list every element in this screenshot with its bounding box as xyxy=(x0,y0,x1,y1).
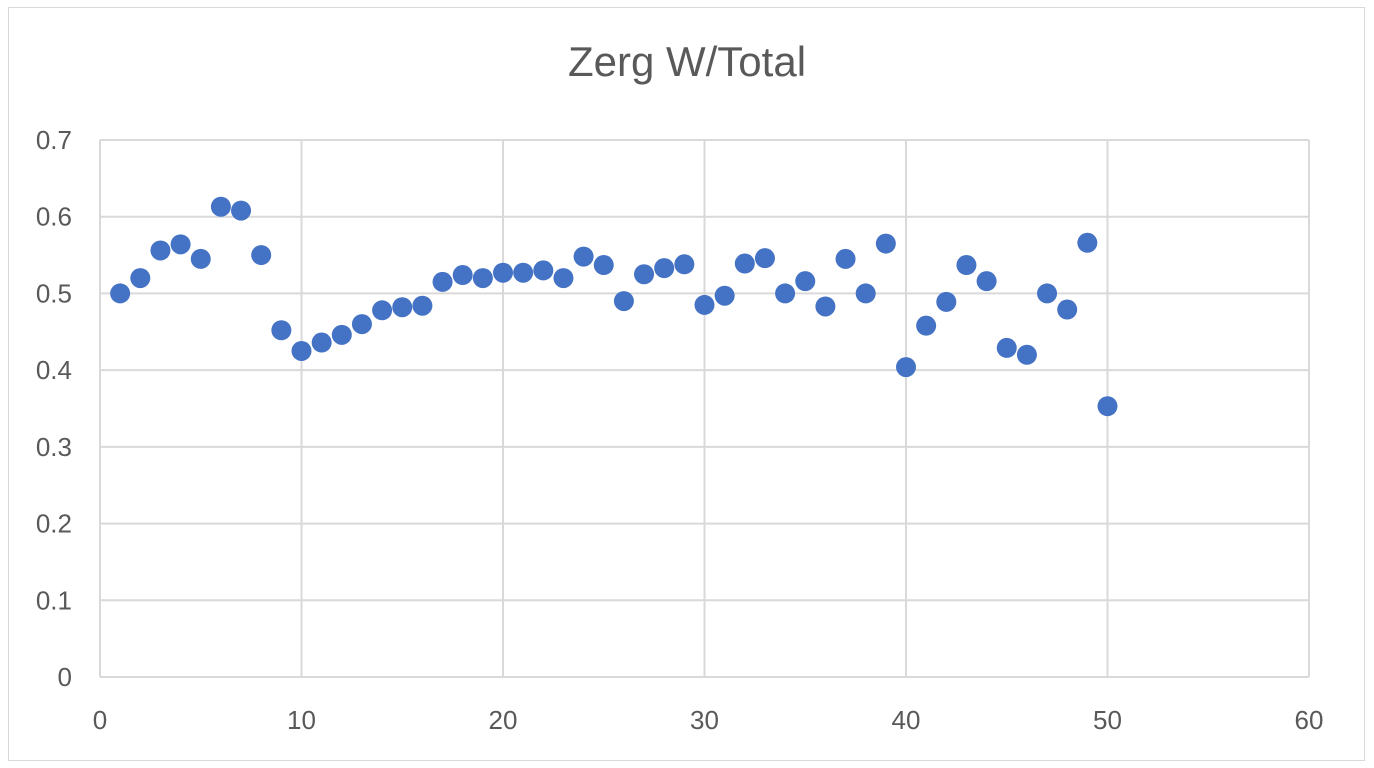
data-point xyxy=(694,294,715,315)
y-tick-label: 0.4 xyxy=(36,355,72,385)
data-points xyxy=(110,196,1118,417)
y-tick-label: 0.5 xyxy=(36,278,72,308)
data-point xyxy=(432,271,453,292)
data-point xyxy=(795,271,816,292)
data-point xyxy=(533,260,554,281)
data-point xyxy=(1077,232,1098,253)
data-point xyxy=(775,283,796,304)
data-point xyxy=(452,265,473,286)
y-tick-label: 0 xyxy=(58,662,72,692)
data-point xyxy=(271,320,292,341)
x-tick-label: 40 xyxy=(892,705,921,735)
data-point xyxy=(130,268,151,289)
y-tick-label: 0.6 xyxy=(36,202,72,232)
data-point xyxy=(855,283,876,304)
x-tick-label: 60 xyxy=(1295,705,1324,735)
data-point xyxy=(412,295,433,316)
axis-labels: 0 0.1 0.2 0.3 0.4 0.5 0.6 0.7 0 10 20 30 40 50 60 xyxy=(36,125,1324,735)
data-point xyxy=(976,271,997,292)
data-point xyxy=(351,314,372,335)
chart-frame xyxy=(8,7,1365,761)
x-tick-label: 10 xyxy=(287,705,316,735)
data-point xyxy=(573,246,594,267)
data-point xyxy=(170,234,191,255)
data-point xyxy=(654,258,675,279)
data-point xyxy=(513,262,534,283)
x-tick-label: 50 xyxy=(1093,705,1122,735)
data-point xyxy=(210,196,231,217)
y-tick-label: 0.3 xyxy=(36,432,72,462)
data-point xyxy=(1057,299,1078,320)
chart-title: Zerg W/Total xyxy=(567,38,807,85)
data-point xyxy=(714,285,735,306)
data-point xyxy=(493,262,513,283)
data-point xyxy=(996,337,1017,358)
data-point xyxy=(674,254,695,275)
x-tick-label: 20 xyxy=(489,705,518,735)
data-point xyxy=(372,300,393,321)
data-point xyxy=(1037,283,1058,304)
x-tick-label: 0 xyxy=(93,705,107,735)
data-point xyxy=(392,297,413,318)
data-point xyxy=(472,268,493,289)
x-tick-label: 30 xyxy=(690,705,719,735)
data-point xyxy=(936,291,957,312)
data-point xyxy=(190,248,211,269)
data-point xyxy=(754,248,775,269)
y-tick-label: 0.2 xyxy=(36,509,72,539)
data-point xyxy=(150,240,171,261)
data-point xyxy=(634,264,655,285)
data-point xyxy=(875,233,896,254)
y-tick-label: 0.7 xyxy=(36,125,72,155)
y-tick-label: 0.1 xyxy=(36,585,72,615)
data-point xyxy=(311,332,332,353)
data-point xyxy=(815,296,836,317)
data-point xyxy=(896,357,916,378)
gridlines xyxy=(99,139,1310,678)
data-point xyxy=(110,283,131,304)
data-point xyxy=(835,248,856,269)
data-point xyxy=(251,245,272,266)
data-point xyxy=(734,253,755,274)
data-point xyxy=(553,268,574,289)
data-point xyxy=(1097,396,1118,417)
data-point xyxy=(593,255,614,276)
data-point xyxy=(331,324,352,345)
data-point xyxy=(291,340,312,361)
data-point xyxy=(613,291,634,312)
data-point xyxy=(1016,344,1037,365)
data-point xyxy=(231,200,252,221)
data-point xyxy=(916,315,937,336)
data-point xyxy=(956,255,977,276)
